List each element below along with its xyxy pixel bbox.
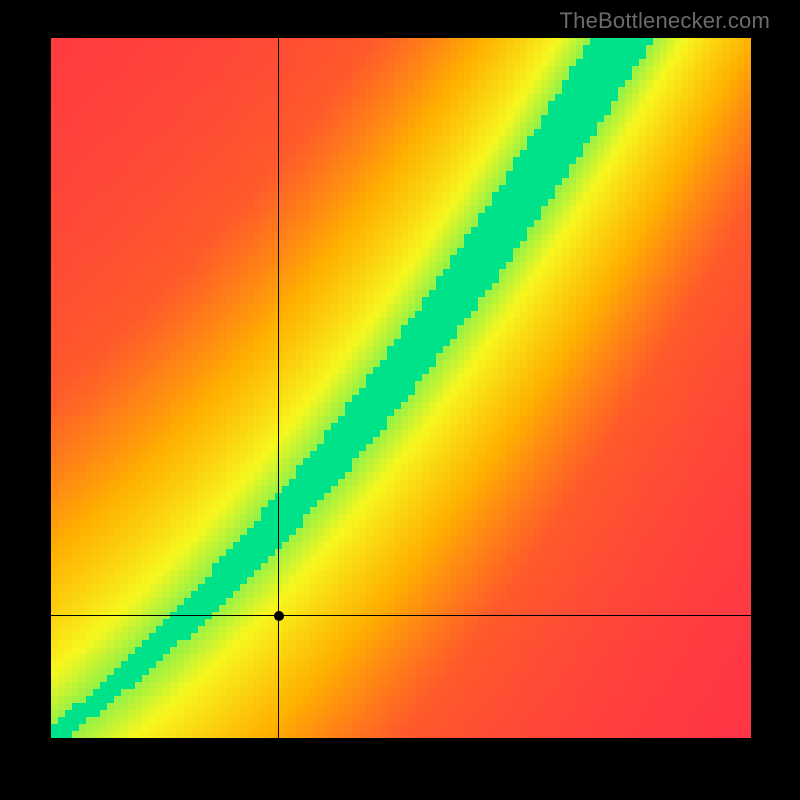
watermark-text: TheBottlenecker.com: [560, 8, 770, 34]
heatmap-canvas: [51, 38, 751, 738]
crosshair-vertical: [278, 38, 279, 738]
crosshair-horizontal: [51, 615, 751, 616]
crosshair-marker: [274, 611, 284, 621]
heatmap-plot: [51, 38, 751, 738]
chart-container: TheBottlenecker.com: [0, 0, 800, 800]
